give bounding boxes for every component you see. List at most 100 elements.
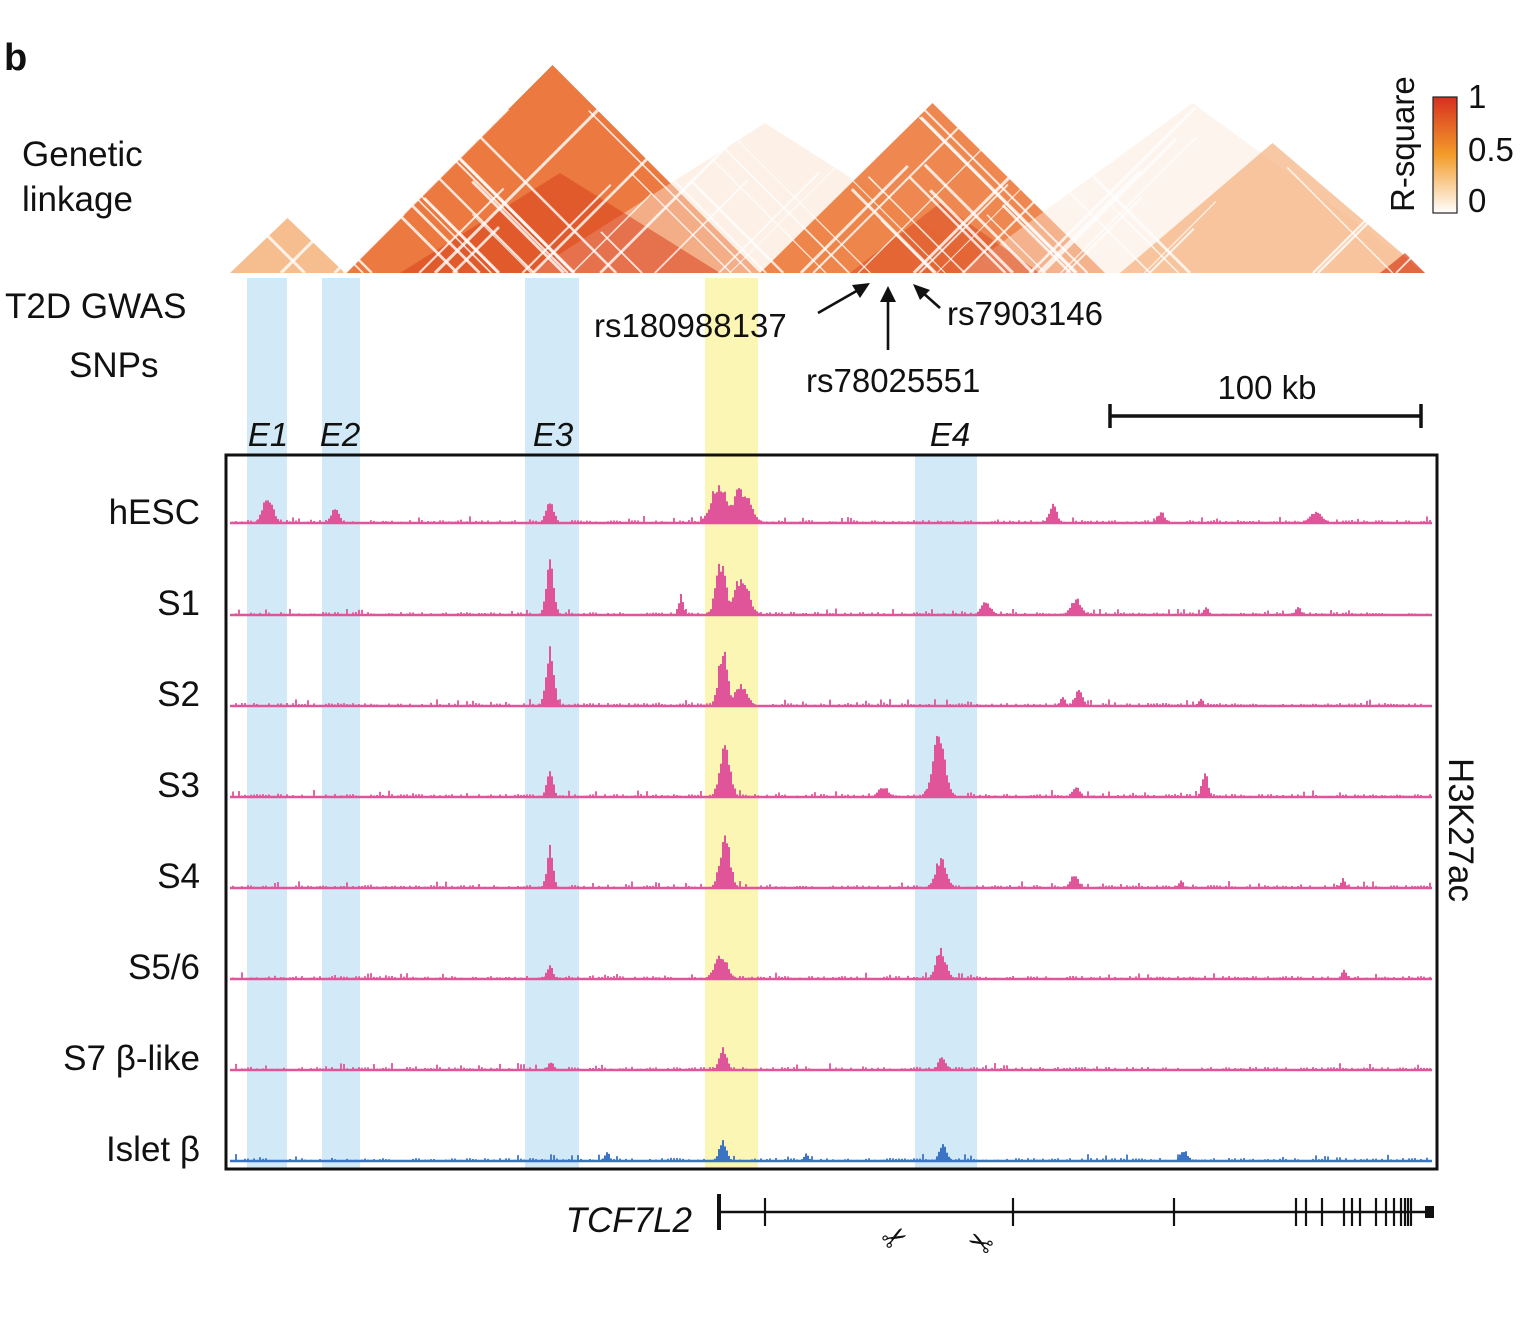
track-noise xyxy=(907,795,909,797)
track-peak xyxy=(736,885,738,888)
track-peak xyxy=(886,788,888,797)
track-noise xyxy=(319,1159,321,1161)
track-noise xyxy=(634,1069,636,1070)
track-noise xyxy=(667,795,669,797)
track-noise xyxy=(958,1158,960,1161)
track-noise xyxy=(1081,520,1083,523)
track-noise xyxy=(1255,704,1257,706)
track-noise xyxy=(817,612,819,615)
track-noise xyxy=(856,796,858,797)
track-noise xyxy=(1087,1154,1089,1161)
track-noise xyxy=(499,612,501,615)
track-noise xyxy=(1159,887,1161,888)
track-peak xyxy=(930,774,932,797)
track-noise xyxy=(823,1068,825,1070)
track-noise xyxy=(1222,976,1224,979)
track-noise xyxy=(481,887,483,888)
track-noise xyxy=(439,520,441,523)
track-noise xyxy=(1015,612,1017,615)
track-noise xyxy=(1276,795,1278,797)
track-noise xyxy=(847,885,849,888)
track-label-s2: S2 xyxy=(157,675,200,714)
track-noise xyxy=(493,1068,495,1070)
track-noise xyxy=(934,614,936,615)
track-noise xyxy=(988,1160,990,1161)
track-noise xyxy=(655,1067,657,1070)
track-noise xyxy=(1174,977,1176,979)
track-noise xyxy=(1129,794,1131,797)
track-noise xyxy=(418,517,420,523)
track-noise xyxy=(778,612,780,615)
track-noise xyxy=(454,1158,456,1161)
track-peak xyxy=(710,609,712,615)
ld-texture-line xyxy=(328,121,481,275)
track-peak xyxy=(726,669,728,706)
track-noise xyxy=(331,887,333,888)
track-noise xyxy=(760,885,762,888)
track-noise xyxy=(1141,705,1143,706)
ld-texture-line xyxy=(812,98,988,274)
track-noise xyxy=(790,1158,792,1161)
track-noise xyxy=(655,882,657,888)
track-noise xyxy=(1108,885,1110,888)
track-label-s3: S3 xyxy=(157,766,200,805)
track-noise xyxy=(1093,1068,1095,1070)
track-noise xyxy=(847,978,849,979)
track-noise xyxy=(508,976,510,979)
track-peak xyxy=(710,503,712,523)
track-peak xyxy=(547,857,549,888)
track-noise xyxy=(688,977,690,979)
track-noise xyxy=(1369,613,1371,615)
track-peak xyxy=(872,795,874,797)
track-noise xyxy=(466,612,468,615)
track-noise xyxy=(526,1068,528,1070)
ld-texture-line xyxy=(867,176,966,274)
track-noise xyxy=(1021,704,1023,706)
track-peak xyxy=(1072,701,1074,706)
track-noise xyxy=(661,612,663,615)
track-noise xyxy=(1126,1154,1128,1161)
track-noise xyxy=(664,975,666,979)
track-noise xyxy=(1291,521,1293,523)
track-peak xyxy=(551,857,553,888)
track-peak xyxy=(732,784,734,797)
track-peak xyxy=(1204,704,1206,706)
track-noise xyxy=(601,886,603,888)
track-noise xyxy=(1156,796,1158,797)
track-noise xyxy=(1342,704,1344,706)
track-noise xyxy=(1417,794,1419,797)
track-noise xyxy=(1015,1067,1017,1070)
track-noise xyxy=(370,520,372,523)
track-noise xyxy=(511,1068,513,1070)
track-noise xyxy=(1171,704,1173,706)
track-noise xyxy=(304,521,306,523)
track-noise xyxy=(766,521,768,523)
track-noise xyxy=(1411,1158,1413,1161)
track-noise xyxy=(889,974,891,979)
track-noise xyxy=(1015,794,1017,797)
track-noise xyxy=(1276,1067,1278,1070)
track-noise xyxy=(883,1159,885,1161)
track-noise xyxy=(391,886,393,888)
track-noise xyxy=(1411,795,1413,797)
track-peak xyxy=(975,613,977,615)
track-noise xyxy=(679,1158,681,1161)
track-noise xyxy=(352,886,354,888)
track-noise xyxy=(1042,887,1044,888)
ld-texture-line xyxy=(1065,196,1143,274)
track-peak xyxy=(728,969,730,979)
track-noise xyxy=(1213,1158,1215,1161)
track-noise xyxy=(253,794,255,797)
track-noise xyxy=(1378,977,1380,979)
track-noise xyxy=(517,522,519,523)
track-noise xyxy=(1195,613,1197,615)
track-noise xyxy=(673,1067,675,1070)
track-noise xyxy=(265,609,267,615)
track-noise xyxy=(892,705,894,706)
track-noise xyxy=(664,704,666,706)
track-peak xyxy=(702,518,704,523)
track-noise xyxy=(424,886,426,888)
track-noise xyxy=(283,887,285,888)
track-peak xyxy=(762,521,764,523)
